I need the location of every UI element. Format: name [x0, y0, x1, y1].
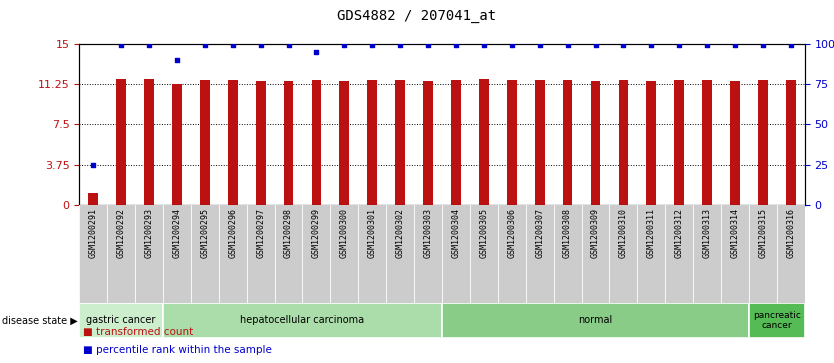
Bar — [749, 303, 805, 338]
Point — [143, 42, 156, 48]
Text: GSM1200314: GSM1200314 — [731, 208, 740, 258]
Text: GSM1200309: GSM1200309 — [591, 208, 600, 258]
Bar — [367, 80, 377, 205]
Text: GSM1200303: GSM1200303 — [424, 208, 433, 258]
Point — [226, 42, 239, 48]
Bar — [116, 79, 126, 205]
Point — [616, 42, 630, 48]
Bar — [200, 80, 209, 205]
Point — [309, 49, 323, 54]
Point — [282, 42, 295, 48]
Bar — [590, 81, 600, 205]
Bar — [675, 80, 684, 205]
Bar — [163, 303, 442, 338]
Bar — [256, 81, 265, 205]
Bar — [312, 80, 321, 205]
Bar — [507, 79, 517, 205]
Text: GSM1200300: GSM1200300 — [339, 208, 349, 258]
Text: GSM1200298: GSM1200298 — [284, 208, 293, 258]
Point — [589, 42, 602, 48]
Text: GSM1200301: GSM1200301 — [368, 208, 377, 258]
Bar — [442, 303, 749, 338]
Bar — [395, 80, 405, 205]
Text: GSM1200312: GSM1200312 — [675, 208, 684, 258]
Text: GSM1200304: GSM1200304 — [451, 208, 460, 258]
Text: GSM1200293: GSM1200293 — [144, 208, 153, 258]
Point — [450, 42, 463, 48]
Point — [701, 42, 714, 48]
Bar — [284, 81, 294, 205]
Text: ■ percentile rank within the sample: ■ percentile rank within the sample — [83, 345, 272, 355]
Point — [198, 42, 212, 48]
Bar — [535, 80, 545, 205]
Point — [645, 42, 658, 48]
Bar — [702, 80, 712, 205]
Point — [477, 42, 490, 48]
Text: GSM1200299: GSM1200299 — [312, 208, 321, 258]
Bar — [786, 79, 796, 205]
Text: ■ transformed count: ■ transformed count — [83, 327, 193, 337]
Bar — [451, 79, 461, 205]
Text: GSM1200306: GSM1200306 — [507, 208, 516, 258]
Text: GSM1200296: GSM1200296 — [229, 208, 237, 258]
Point — [728, 42, 741, 48]
Bar — [479, 78, 489, 205]
Text: GSM1200297: GSM1200297 — [256, 208, 265, 258]
Point — [561, 42, 575, 48]
Point — [87, 162, 100, 168]
Text: GSM1200310: GSM1200310 — [619, 208, 628, 258]
Point — [505, 42, 519, 48]
Text: GSM1200292: GSM1200292 — [117, 208, 126, 258]
Point — [394, 42, 407, 48]
Text: GSM1200302: GSM1200302 — [395, 208, 404, 258]
Point — [114, 42, 128, 48]
Point — [170, 57, 183, 62]
Point — [672, 42, 686, 48]
Text: GSM1200295: GSM1200295 — [200, 208, 209, 258]
Bar — [228, 80, 238, 205]
Point — [533, 42, 546, 48]
Text: GDS4882 / 207041_at: GDS4882 / 207041_at — [338, 9, 496, 23]
Text: hepatocellular carcinoma: hepatocellular carcinoma — [240, 315, 364, 325]
Text: disease state ▶: disease state ▶ — [2, 315, 78, 325]
Point — [254, 42, 267, 48]
Bar — [730, 81, 740, 205]
Text: normal: normal — [579, 315, 613, 325]
Bar — [563, 80, 572, 205]
Text: GSM1200316: GSM1200316 — [786, 208, 796, 258]
Point — [421, 42, 435, 48]
Bar — [88, 193, 98, 205]
Text: GSM1200313: GSM1200313 — [702, 208, 711, 258]
Text: GSM1200305: GSM1200305 — [480, 208, 489, 258]
Text: GSM1200315: GSM1200315 — [758, 208, 767, 258]
Text: GSM1200294: GSM1200294 — [173, 208, 182, 258]
Text: GSM1200307: GSM1200307 — [535, 208, 545, 258]
Bar — [646, 81, 656, 205]
Point — [756, 42, 770, 48]
Bar — [339, 81, 349, 205]
Point — [365, 42, 379, 48]
Bar — [758, 80, 768, 205]
Bar — [172, 85, 182, 205]
Point — [338, 42, 351, 48]
Text: pancreatic
cancer: pancreatic cancer — [753, 311, 801, 330]
Text: GSM1200291: GSM1200291 — [88, 208, 98, 258]
Bar — [423, 81, 433, 205]
Bar — [79, 303, 163, 338]
Bar — [619, 80, 628, 205]
Bar — [144, 78, 154, 205]
Text: gastric cancer: gastric cancer — [87, 315, 156, 325]
Text: GSM1200311: GSM1200311 — [647, 208, 656, 258]
Point — [784, 42, 797, 48]
Text: GSM1200308: GSM1200308 — [563, 208, 572, 258]
